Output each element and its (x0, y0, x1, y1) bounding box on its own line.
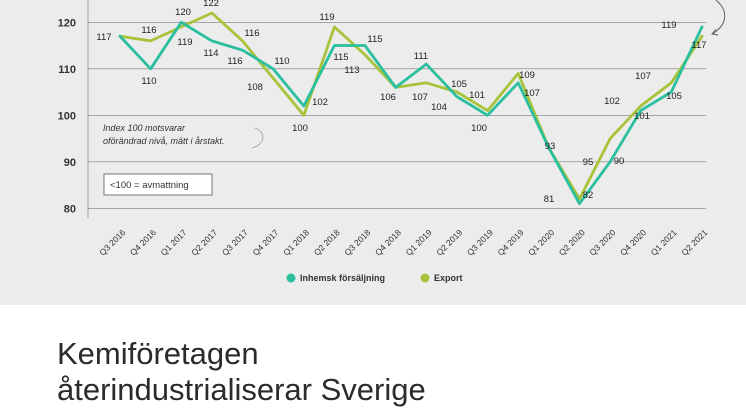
legend-marker-export (420, 273, 430, 283)
data-label: 122 (203, 0, 219, 9)
x-tick-label: Q2 2018 (312, 227, 342, 257)
data-label: 102 (604, 96, 620, 107)
data-label: 115 (367, 34, 382, 45)
data-label: 117 (691, 40, 706, 51)
x-tick-label: Q3 2016 (97, 227, 127, 257)
x-tick-label: Q1 2017 (159, 227, 189, 257)
data-label: 107 (524, 88, 540, 99)
data-label: 107 (412, 92, 428, 103)
chart-panel: 80 90 100 110 120 Q3 2016 Q4 2016 Q1 2017 Q2 201… (0, 0, 746, 305)
data-label: 108 (247, 82, 263, 93)
data-label: 116 (227, 56, 242, 67)
data-label: 114 (203, 48, 218, 59)
data-label: 102 (312, 97, 328, 108)
annotation-text: Index 100 motsvarar (103, 123, 186, 133)
y-tick-label: 100 (58, 110, 76, 122)
data-label: 110 (274, 56, 289, 67)
y-tick-label: 90 (64, 157, 76, 169)
headline: Kemiföretagen återindustrialiserar Sveri… (57, 336, 426, 408)
data-label: 104 (431, 102, 447, 113)
series-line-inhemsk (118, 20, 704, 206)
data-label: 109 (519, 70, 535, 81)
data-label: 101 (634, 111, 650, 122)
x-tick-label: Q3 2020 (587, 227, 617, 257)
data-label: 116 (244, 28, 259, 39)
boxed-note (103, 173, 213, 196)
x-tick-label: Q1 2020 (526, 227, 556, 257)
data-label: 81 (544, 194, 555, 205)
legend-label: Export (434, 273, 463, 283)
data-label: 119 (661, 20, 676, 31)
data-label: 111 (414, 51, 428, 62)
data-label: 93 (545, 141, 556, 152)
x-tick-label: Q1 2019 (404, 227, 434, 257)
x-tick-label: Q2 2020 (557, 227, 587, 257)
x-tick-label: Q4 2018 (373, 227, 403, 257)
y-tick-label: 80 (64, 203, 76, 215)
data-label: 113 (344, 65, 359, 76)
x-tick-label: Q2 2021 (679, 227, 709, 257)
data-label: 120 (175, 7, 191, 18)
data-label: 116 (141, 25, 156, 36)
x-tick-label: Q4 2019 (495, 227, 525, 257)
x-tick-label: Q2 2017 (189, 227, 219, 257)
series-line-export (118, 11, 704, 201)
x-tick-label: Q4 2020 (618, 227, 648, 257)
x-tick-label: Q3 2019 (465, 227, 495, 257)
legend-label: Inhemsk försäljning (300, 273, 385, 283)
data-label: 107 (635, 71, 651, 82)
x-tick-label: Q4 2016 (128, 227, 158, 257)
x-tick-label: Q1 2018 (281, 227, 311, 257)
data-label: 106 (380, 92, 396, 103)
data-label: 90 (614, 156, 625, 167)
data-label: 100 (292, 123, 308, 134)
annotation-arrow (251, 127, 264, 149)
data-label: 119 (177, 37, 192, 48)
boxed-note-text: <100 = avmattning (110, 180, 189, 191)
y-tick-label: 120 (58, 17, 76, 29)
data-label: 115 (333, 52, 348, 63)
data-label: 95 (583, 157, 594, 168)
x-tick-label: Q2 2019 (434, 227, 464, 257)
x-tick-label: Q3 2017 (220, 227, 250, 257)
data-label: 82 (583, 190, 594, 201)
headline-line-2: återindustrialiserar Sverige (57, 372, 426, 407)
data-label: 100 (471, 123, 487, 134)
legend-marker-inhemsk (286, 273, 296, 283)
data-label: 119 (319, 12, 334, 23)
y-tick-label: 110 (58, 64, 76, 76)
x-tick-label: Q1 2021 (649, 227, 679, 257)
data-label: 117 (96, 32, 111, 43)
top-right-arrow-head (711, 28, 719, 36)
data-label: 110 (141, 76, 156, 87)
x-tick-label: Q3 2018 (342, 227, 372, 257)
top-right-arrow (711, 0, 726, 35)
data-label: 105 (451, 79, 467, 90)
data-label: 105 (666, 91, 682, 102)
headline-line-1: Kemiföretagen (57, 336, 259, 371)
x-tick-label: Q4 2017 (250, 227, 280, 257)
data-label: 101 (469, 90, 485, 101)
annotation-text: oförändrad nivå, mätt i årstakt. (103, 136, 225, 146)
